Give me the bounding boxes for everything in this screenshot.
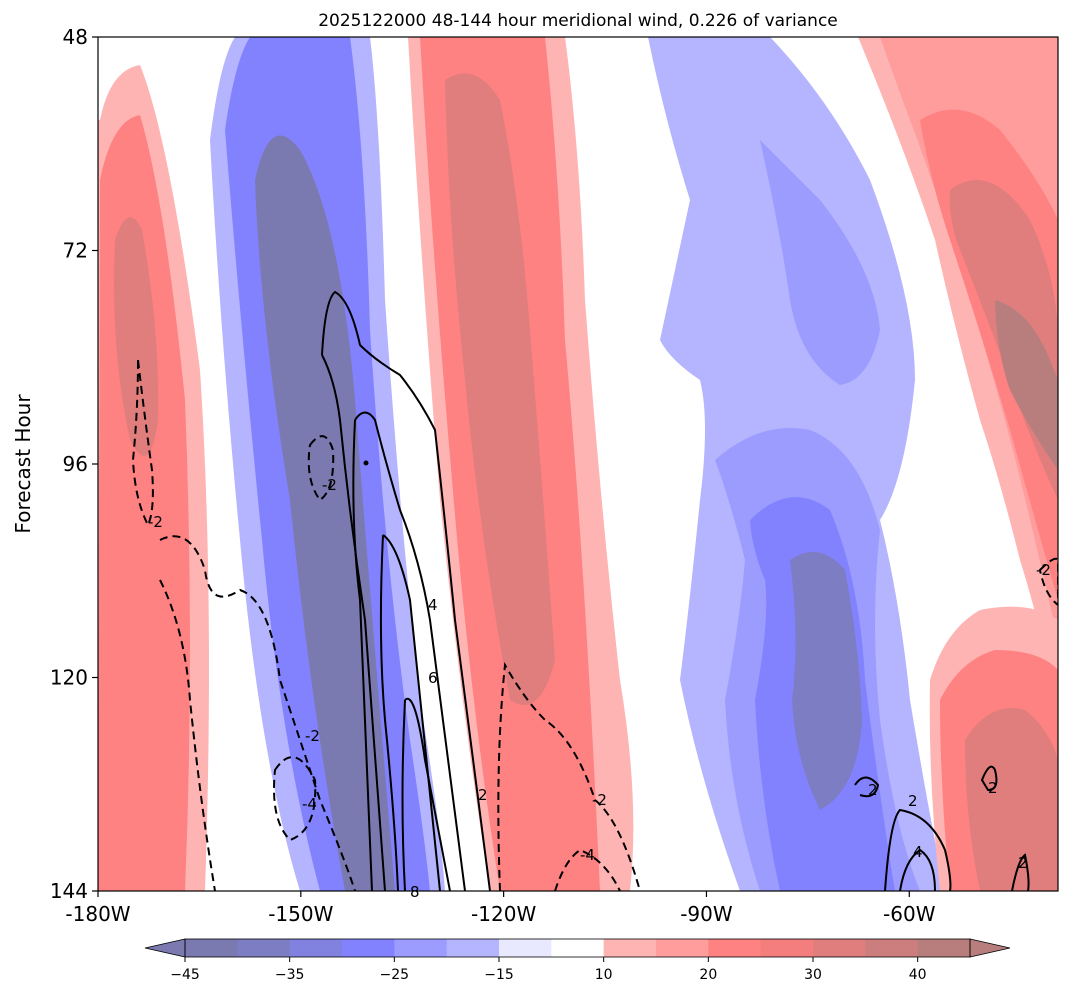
colorbar-segment xyxy=(499,939,552,957)
contour-line xyxy=(354,411,466,891)
contour-line xyxy=(131,359,154,528)
colorbar-extend-max xyxy=(969,938,1011,958)
contour-labels: -2 -2 -2 -4 4 6 8 2 -2 -4 2 2 4 2 2 -2 xyxy=(148,476,1051,901)
x-tick-label: -150W xyxy=(268,902,333,926)
contour-label: -2 xyxy=(148,513,163,531)
colorbar-segment xyxy=(708,939,762,957)
contour-label: 2 xyxy=(1018,854,1028,872)
contour-point xyxy=(363,460,369,466)
contour-line xyxy=(980,765,998,792)
contour-line xyxy=(352,419,373,891)
contour-label: -2 xyxy=(592,791,607,809)
contour-label: -4 xyxy=(302,795,317,813)
colorbar-segment xyxy=(446,939,500,957)
positive-wind-band-2-core xyxy=(445,73,555,706)
contour-label: 6 xyxy=(428,669,438,687)
contour-line xyxy=(1038,557,1058,607)
y-tick-label: 144 xyxy=(50,879,88,903)
colorbar-segment xyxy=(760,939,814,957)
contour-line xyxy=(899,848,936,891)
colorbar-tick-label: −25 xyxy=(380,967,410,983)
colorbar-tick-label: −45 xyxy=(170,967,200,983)
contour-line xyxy=(884,808,952,891)
colorbar-segment xyxy=(813,939,866,957)
colorbar-segment xyxy=(917,939,971,957)
colorbar-tick-label: −35 xyxy=(275,967,305,983)
x-axis: -180W -150W -120W -90W -60W xyxy=(65,891,936,926)
colorbar-segment xyxy=(237,939,291,957)
x-tick-label: -180W xyxy=(65,902,130,926)
colorbar-segment xyxy=(551,939,605,957)
negative-wind-band-1-core xyxy=(255,135,395,891)
y-tick-label: 120 xyxy=(50,666,88,690)
negative-wind-band-2-center xyxy=(790,552,862,810)
negative-wind-band-2-mid xyxy=(760,140,880,385)
colorbar-frame xyxy=(184,938,971,958)
contour-label: 2 xyxy=(988,779,998,797)
contour-label: 8 xyxy=(410,883,420,901)
colorbar-tick-label: 30 xyxy=(804,967,822,983)
y-axis-label: Forecast Hour xyxy=(11,394,35,534)
y-axis: 48 72 96 120 144 xyxy=(50,25,98,903)
colorbar-segment xyxy=(289,939,343,957)
contour-line xyxy=(382,534,441,891)
colorbar-tick-label: 20 xyxy=(699,967,717,983)
contour-line xyxy=(159,535,356,891)
contour-line xyxy=(854,776,880,798)
colorbar-tick-label: 40 xyxy=(909,967,927,983)
contour-line xyxy=(273,756,317,842)
colorbar-segment xyxy=(342,939,395,957)
colorbar-extend-min xyxy=(144,938,186,958)
y-tick-label: 96 xyxy=(63,452,88,476)
contour-label: 2 xyxy=(868,781,878,799)
contour-label: -4 xyxy=(580,846,595,864)
contour-label: 4 xyxy=(913,843,923,861)
positive-wind-band-1-core xyxy=(114,217,159,456)
contour-line xyxy=(379,534,399,891)
contour-line xyxy=(404,697,451,891)
contour-label: 2 xyxy=(908,792,918,810)
contour-label: -2 xyxy=(322,476,337,494)
contour-line xyxy=(159,579,216,891)
positive-wind-band-4-core xyxy=(965,708,1058,891)
colorbar-segment xyxy=(394,939,448,957)
chart-title: 2025122000 48-144 hour meridional wind, … xyxy=(318,11,838,31)
colorbar-segment xyxy=(185,939,238,957)
y-tick-label: 72 xyxy=(63,239,88,263)
x-tick-label: -90W xyxy=(680,902,733,926)
x-tick-label: -60W xyxy=(883,902,936,926)
contour-label: 2 xyxy=(478,786,488,804)
positive-wind-band-3-center xyxy=(995,300,1058,470)
colorbar-segment xyxy=(865,939,919,957)
colorbar-tick-label: 10 xyxy=(595,967,613,983)
contour-line xyxy=(307,435,335,502)
contour-label: -2 xyxy=(305,727,320,745)
colorbar-segment xyxy=(656,939,709,957)
colorbar-segment xyxy=(603,939,657,957)
colorbar-tick-label: −15 xyxy=(484,967,514,983)
contour-line xyxy=(497,661,641,891)
contour-line xyxy=(554,848,621,891)
contour-line xyxy=(401,699,406,891)
contour-line xyxy=(1011,853,1030,891)
contour-field xyxy=(98,37,1058,891)
x-tick-label: -120W xyxy=(471,902,536,926)
colorbar: −45 −35 −25 −15 10 20 30 40 xyxy=(144,938,1011,983)
contour-label: -2 xyxy=(1036,561,1051,579)
contour-line xyxy=(321,290,491,891)
contour-line xyxy=(321,354,386,891)
y-tick-label: 48 xyxy=(63,25,88,49)
contour-label: 4 xyxy=(428,596,438,614)
